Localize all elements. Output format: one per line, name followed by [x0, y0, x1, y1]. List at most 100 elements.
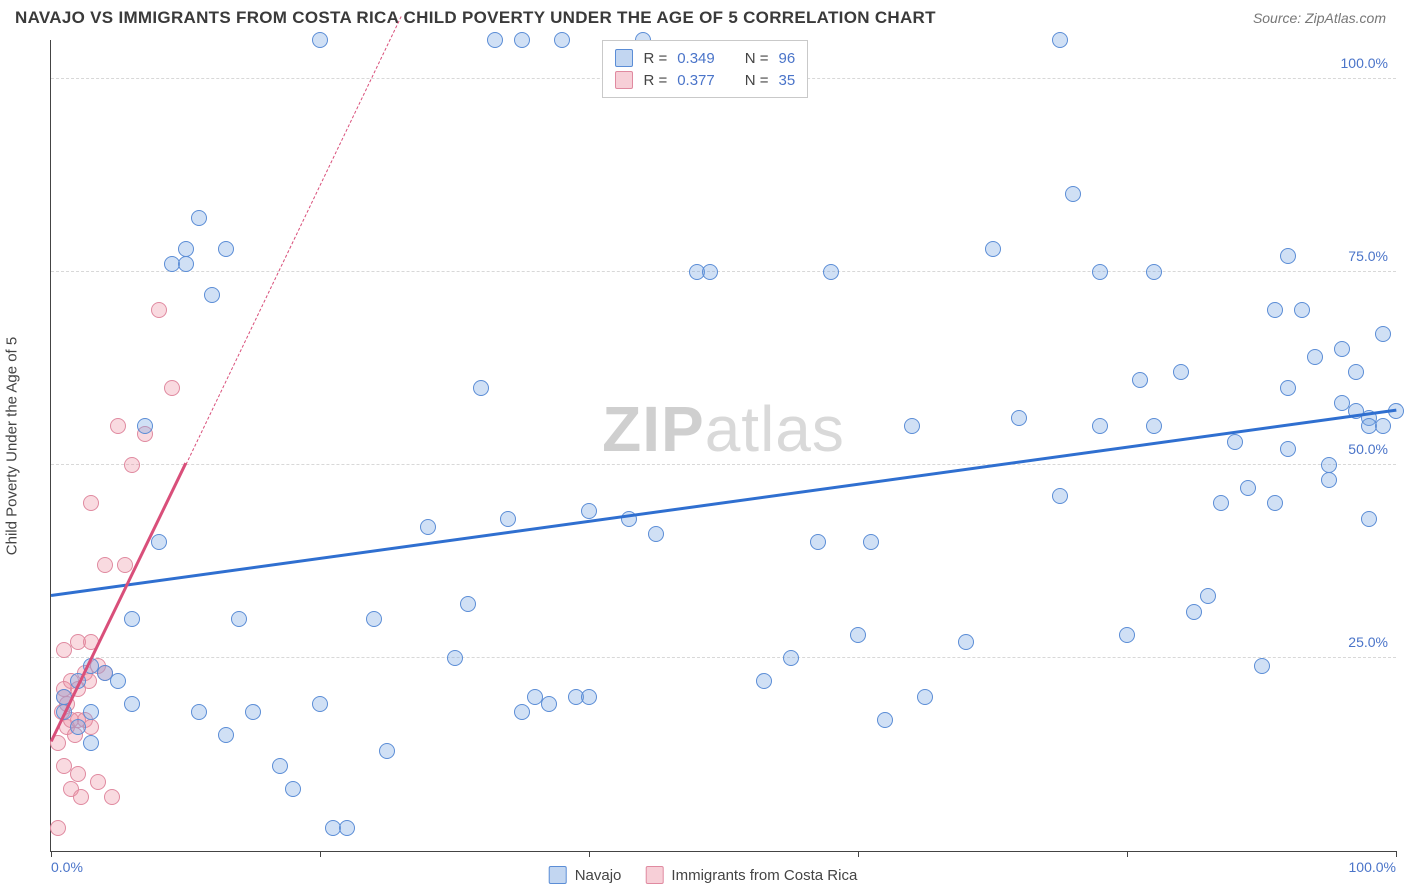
x-tick: [858, 851, 859, 857]
data-point: [124, 611, 140, 627]
data-point: [1173, 364, 1189, 380]
data-point: [985, 241, 1001, 257]
data-point: [810, 534, 826, 550]
data-point: [312, 32, 328, 48]
data-point: [191, 704, 207, 720]
data-point: [110, 418, 126, 434]
data-point: [1280, 441, 1296, 457]
data-point: [1321, 457, 1337, 473]
gridline: [51, 657, 1396, 658]
data-point: [245, 704, 261, 720]
legend-label: Immigrants from Costa Rica: [671, 867, 857, 884]
data-point: [514, 32, 530, 48]
data-point: [917, 689, 933, 705]
data-point: [1240, 480, 1256, 496]
data-point: [1200, 588, 1216, 604]
data-point: [164, 380, 180, 396]
data-point: [1254, 658, 1270, 674]
data-point: [702, 264, 718, 280]
data-point: [104, 789, 120, 805]
x-tick: [320, 851, 321, 857]
legend: NavajoImmigrants from Costa Rica: [549, 866, 858, 884]
data-point: [1011, 410, 1027, 426]
data-point: [420, 519, 436, 535]
data-point: [1267, 302, 1283, 318]
x-tick: [1396, 851, 1397, 857]
data-point: [151, 302, 167, 318]
data-point: [204, 287, 220, 303]
x-tick: [51, 851, 52, 857]
data-point: [73, 789, 89, 805]
chart-title: NAVAJO VS IMMIGRANTS FROM COSTA RICA CHI…: [15, 8, 936, 28]
data-point: [83, 704, 99, 720]
data-point: [151, 534, 167, 550]
trend-line: [51, 408, 1396, 596]
data-point: [272, 758, 288, 774]
data-point: [285, 781, 301, 797]
data-point: [541, 696, 557, 712]
y-tick-label: 100.0%: [1341, 55, 1388, 71]
gridline: [51, 271, 1396, 272]
data-point: [823, 264, 839, 280]
y-tick-label: 50.0%: [1348, 441, 1388, 457]
data-point: [191, 210, 207, 226]
r-label: R =: [643, 50, 667, 67]
r-value: 0.349: [677, 50, 715, 67]
stats-row: R =0.377N =35: [615, 69, 795, 91]
data-point: [50, 820, 66, 836]
data-point: [863, 534, 879, 550]
data-point: [110, 673, 126, 689]
data-point: [178, 241, 194, 257]
r-value: 0.377: [677, 72, 715, 89]
data-point: [1065, 186, 1081, 202]
data-point: [581, 503, 597, 519]
legend-item: Immigrants from Costa Rica: [645, 866, 857, 884]
data-point: [904, 418, 920, 434]
data-point: [379, 743, 395, 759]
data-point: [339, 820, 355, 836]
data-point: [648, 526, 664, 542]
data-point: [218, 727, 234, 743]
data-point: [487, 32, 503, 48]
data-point: [1375, 418, 1391, 434]
data-point: [460, 596, 476, 612]
y-axis-title: Child Poverty Under the Age of 5: [4, 337, 21, 555]
trend-line: [185, 16, 401, 464]
data-point: [137, 418, 153, 434]
gridline: [51, 464, 1396, 465]
data-point: [473, 380, 489, 396]
data-point: [500, 511, 516, 527]
data-point: [958, 634, 974, 650]
x-tick-label: 0.0%: [51, 859, 83, 875]
data-point: [70, 766, 86, 782]
n-value: 96: [779, 50, 796, 67]
data-point: [1052, 32, 1068, 48]
data-point: [124, 696, 140, 712]
scatter-plot: ZIPatlas 25.0%50.0%75.0%100.0%0.0%100.0%…: [50, 40, 1396, 852]
data-point: [312, 696, 328, 712]
legend-swatch: [615, 71, 633, 89]
data-point: [97, 557, 113, 573]
data-point: [447, 650, 463, 666]
data-point: [1146, 264, 1162, 280]
data-point: [1280, 248, 1296, 264]
data-point: [1361, 511, 1377, 527]
stats-box: R =0.349N =96R =0.377N =35: [602, 40, 808, 98]
r-label: R =: [643, 72, 667, 89]
legend-swatch: [645, 866, 663, 884]
data-point: [83, 495, 99, 511]
data-point: [1132, 372, 1148, 388]
legend-swatch: [615, 49, 633, 67]
legend-swatch: [549, 866, 567, 884]
data-point: [1227, 434, 1243, 450]
data-point: [83, 735, 99, 751]
data-point: [756, 673, 772, 689]
data-point: [877, 712, 893, 728]
n-label: N =: [745, 50, 769, 67]
data-point: [1348, 364, 1364, 380]
watermark: ZIPatlas: [602, 392, 845, 466]
stats-row: R = 0.349 N = 96: [615, 47, 795, 69]
data-point: [1321, 472, 1337, 488]
data-point: [1092, 264, 1108, 280]
data-point: [117, 557, 133, 573]
